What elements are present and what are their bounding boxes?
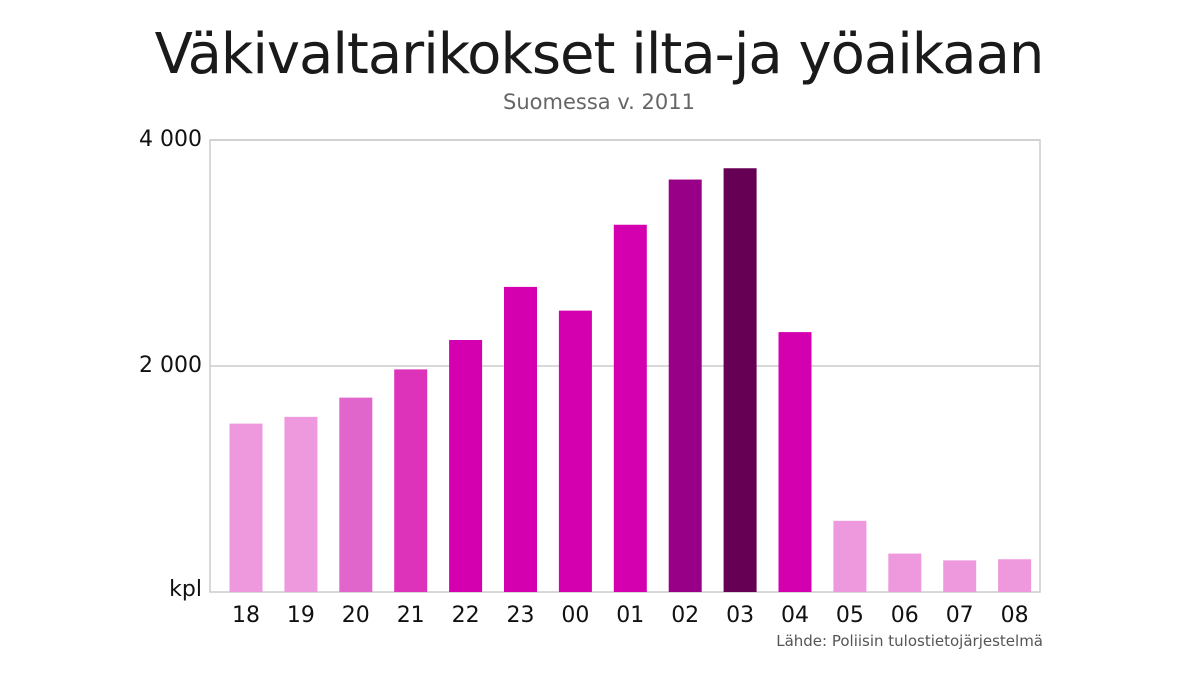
- x-axis-ticks: 18 19 20 21 22 23 00 01 02 03 04 05 06 07 08: [232, 603, 1029, 628]
- bars: [229, 168, 1032, 593]
- x-tick-label: 21: [397, 603, 425, 628]
- bar-06: [888, 553, 922, 592]
- x-tick-label: 04: [781, 603, 809, 628]
- bar-03: [723, 168, 757, 592]
- y-axis-ticks: 4 000 2 000 kpl: [139, 127, 202, 602]
- y-unit-label: kpl: [169, 577, 202, 602]
- x-tick-label: 20: [342, 603, 370, 628]
- bar-20: [339, 397, 373, 592]
- bar-19: [284, 416, 318, 592]
- y-tick-label: 2 000: [139, 353, 202, 378]
- x-tick-label: 01: [616, 603, 644, 628]
- x-tick-label: 23: [507, 603, 535, 628]
- chart-title: Väkivaltarikokset ilta-ja yöaikaan: [154, 22, 1045, 87]
- chart-subtitle: Suomessa v. 2011: [503, 90, 695, 114]
- bar-21: [394, 369, 428, 592]
- bar-00: [558, 310, 592, 592]
- bar-05: [833, 520, 867, 592]
- bar-22: [449, 340, 483, 592]
- x-tick-label: 03: [726, 603, 754, 628]
- bar-01: [613, 224, 647, 592]
- x-tick-label: 00: [561, 603, 589, 628]
- bar-07: [943, 560, 977, 592]
- bar-18: [229, 423, 263, 592]
- source-note: Lähde: Poliisin tulostietojärjestelmä: [776, 632, 1043, 650]
- bar-04: [778, 332, 812, 592]
- x-tick-label: 06: [891, 603, 919, 628]
- x-tick-label: 07: [946, 603, 974, 628]
- bar-02: [668, 179, 702, 593]
- x-tick-label: 02: [671, 603, 699, 628]
- x-tick-label: 19: [287, 603, 315, 628]
- x-tick-label: 18: [232, 603, 260, 628]
- x-tick-label: 08: [1001, 603, 1029, 628]
- y-tick-label: 4 000: [139, 127, 202, 152]
- bar-08: [998, 559, 1032, 592]
- x-tick-label: 22: [452, 603, 480, 628]
- bar-23: [504, 286, 537, 592]
- x-tick-label: 05: [836, 603, 864, 628]
